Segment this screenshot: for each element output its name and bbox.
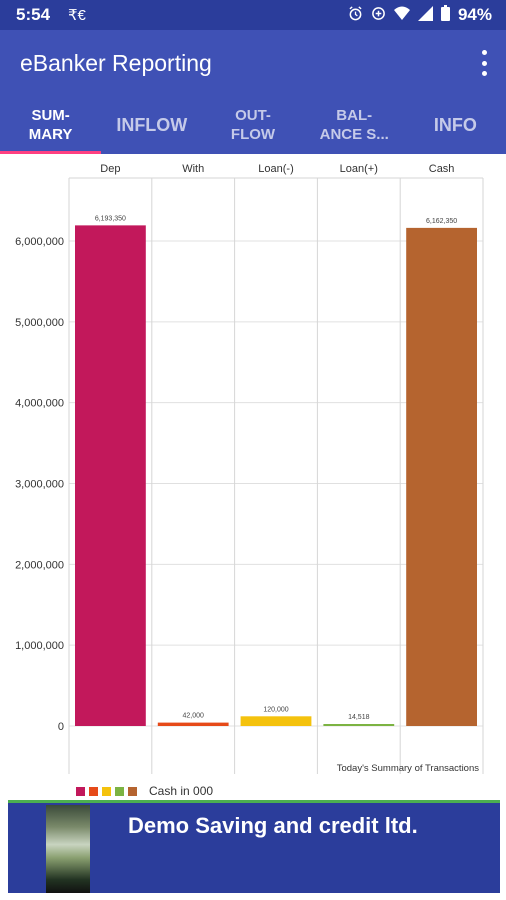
status-icons: 94% xyxy=(348,5,492,25)
app-title: eBanker Reporting xyxy=(20,50,212,76)
summary-bar-chart: 0 1,000,000 2,000,000 3,000,000 4,000,000 5,0… xyxy=(15,163,484,774)
tab-balance-sheet-label: BAL- ANCE S... xyxy=(319,107,389,143)
tab-outflow-label: OUT- FLOW xyxy=(230,107,276,143)
tab-balance-sheet[interactable]: BAL- ANCE S... xyxy=(304,96,405,154)
data-label: 42,000 xyxy=(182,713,204,720)
y-tick-label: 5,000,000 xyxy=(15,317,64,329)
tab-summary[interactable]: SUM- MARY xyxy=(0,96,102,154)
y-tick-label: 4,000,000 xyxy=(15,398,64,410)
tab-info-label: INFO xyxy=(433,114,477,135)
y-tick-label: 2,000,000 xyxy=(15,559,64,571)
tab-summary-label: SUM- MARY xyxy=(28,107,73,143)
battery-percent: 94% xyxy=(457,5,492,24)
bar-dep xyxy=(75,225,146,726)
chart-caption: Today's Summary of Transactions xyxy=(337,763,480,774)
x-category-label: Dep xyxy=(100,163,120,175)
y-tick-label: 0 xyxy=(58,721,64,733)
legend-swatch xyxy=(128,786,137,796)
signal-icon xyxy=(417,5,433,25)
legend-swatch xyxy=(76,786,85,796)
chart-legend: Cash in 000 xyxy=(76,784,213,798)
tab-inflow-label: INFLOW xyxy=(116,114,188,135)
more-vert-icon[interactable] xyxy=(480,50,488,76)
battery-icon xyxy=(440,5,450,25)
x-category-label: With xyxy=(182,163,204,175)
rupee-icon: ₹€ xyxy=(68,7,86,24)
data-label: 14,518 xyxy=(348,714,370,721)
legend-label: Cash in 000 xyxy=(149,784,214,798)
banner-divider xyxy=(8,800,500,803)
data-label: 6,193,350 xyxy=(95,215,126,222)
y-tick-label: 3,000,000 xyxy=(15,479,64,491)
y-tick-label: 1,000,000 xyxy=(15,640,64,652)
y-tick-label: 6,000,000 xyxy=(15,236,64,248)
status-bar: 5:54 ₹€ 94% xyxy=(0,0,506,30)
legend-swatch xyxy=(89,786,98,796)
ad-banner[interactable]: Demo Saving and credit ltd. xyxy=(8,803,500,893)
status-time: 5:54 xyxy=(16,5,51,24)
bar-loan xyxy=(323,724,395,726)
legend-swatch xyxy=(102,786,111,796)
tab-bar: SUM- MARY INFLOW OUT- FLOW BAL- ANCE S..… xyxy=(0,96,506,154)
x-category-label: Cash xyxy=(429,163,455,175)
tab-info[interactable]: INFO xyxy=(405,96,506,154)
data-label: 6,162,350 xyxy=(426,218,457,225)
data-label: 120,000 xyxy=(263,706,288,713)
data-saver-icon xyxy=(371,6,386,25)
app-bar: eBanker Reporting xyxy=(0,30,506,96)
alarm-icon xyxy=(348,5,363,25)
wifi-icon xyxy=(393,6,410,24)
x-category-label: Loan(+) xyxy=(340,163,378,175)
bar-with xyxy=(157,722,229,726)
bar-loan xyxy=(240,716,312,726)
bar-cash xyxy=(406,227,477,726)
x-category-label: Loan(-) xyxy=(258,163,293,175)
tab-outflow[interactable]: OUT- FLOW xyxy=(202,96,303,154)
legend-swatch xyxy=(115,786,124,796)
tab-inflow[interactable]: INFLOW xyxy=(101,96,202,154)
bank-name: Demo Saving and credit ltd. xyxy=(128,813,418,838)
bank-logo-image xyxy=(46,805,90,893)
